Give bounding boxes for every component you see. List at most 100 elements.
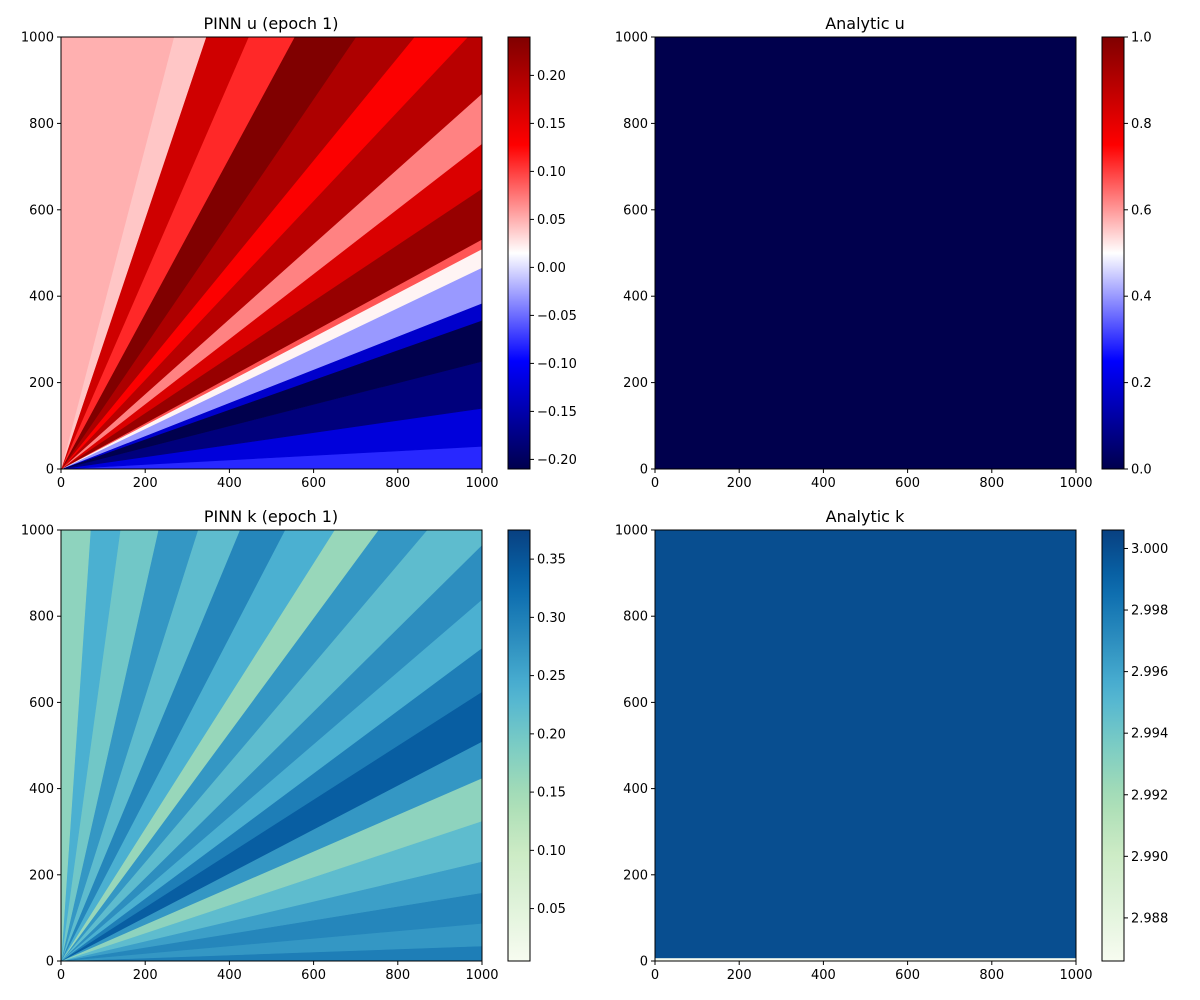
axes-frame: [60, 529, 483, 962]
colorbar-tick-label: 2.994: [1131, 727, 1168, 742]
x-tick-label: 600: [301, 968, 326, 983]
x-tick-label: 200: [727, 968, 752, 983]
colorbar-tick-label: −0.10: [537, 357, 577, 372]
colorbar-tick-label: 0.20: [537, 69, 566, 84]
colorbar-gradient: [1101, 529, 1125, 962]
colorbar-tick-label: 2.998: [1131, 604, 1168, 619]
colorbar-tick-label: 0.05: [537, 213, 566, 228]
x-tick-label: 0: [651, 968, 659, 983]
heatmap-area: 0 200 400 600 800 1000 0 200 400 600 800 1000: [615, 524, 1093, 984]
colorbar-tick-label: 0.2: [1131, 376, 1152, 391]
heatmap-band: [61, 37, 207, 469]
colorbar: 2.988 2.990 2.992 2.994 2.996 2.998 3.000: [1101, 529, 1168, 962]
y-tick-label: 0: [640, 463, 648, 478]
y-tick-label: 800: [29, 117, 54, 132]
colorbar: 0.05 0.10 0.15 0.20 0.25 0.30 0.35: [507, 529, 566, 962]
x-tick-label: 200: [133, 968, 158, 983]
colorbar-tick-label: −0.20: [537, 453, 577, 468]
axes-frame: [654, 36, 1077, 470]
y-tick-label: 600: [29, 696, 54, 711]
colorbar-tick-label: 1.0: [1131, 31, 1152, 46]
x-tick-label: 400: [217, 968, 242, 983]
x-tick-label: 1000: [1059, 968, 1092, 983]
y-tick-label: 200: [623, 868, 648, 883]
colorbar-tick-label: 2.996: [1131, 665, 1168, 680]
axes-frame: [654, 529, 1077, 962]
colorbar-gradient: [1101, 36, 1125, 470]
y-tick-label: 200: [623, 376, 648, 391]
colorbar-tick-label: 2.988: [1131, 911, 1168, 926]
heatmap-band: [61, 530, 428, 961]
heatmap-band: [61, 37, 249, 469]
colorbar-tick-label: 0.15: [537, 117, 566, 132]
y-tick-label: 800: [623, 610, 648, 625]
x-tick-label: 0: [57, 476, 65, 491]
heatmap-band: [61, 530, 91, 961]
heatmap-band: [61, 530, 482, 961]
x-tick-label: 200: [133, 476, 158, 491]
heatmap-band: [61, 530, 286, 961]
x-tick-label: 1000: [465, 968, 498, 983]
colorbar-tick-label: 0.00: [537, 261, 566, 276]
y-tick-label: 0: [46, 463, 54, 478]
panel-pinn-u: PINN u (epoch 1) 0 200 400 600 800 1000 0 200 40…: [21, 14, 577, 491]
x-tick-label: 200: [727, 476, 752, 491]
x-tick-label: 600: [895, 476, 920, 491]
y-tick-label: 200: [29, 868, 54, 883]
heatmap-band: [61, 530, 159, 961]
axes-frame: [60, 36, 483, 470]
y-tick-label: 1000: [615, 31, 648, 46]
colorbar-gradient: [507, 36, 531, 470]
colorbar-tick-label: 0.0: [1131, 463, 1152, 478]
colorbar-tick-label: 0.8: [1131, 117, 1152, 132]
colorbar-tick-label: 0.05: [537, 902, 566, 917]
panel-title: PINN u (epoch 1): [203, 14, 338, 33]
heatmap-band: [61, 37, 175, 469]
y-tick-label: 400: [623, 782, 648, 797]
heatmap-band: [61, 37, 415, 469]
colorbar: −0.20 −0.15 −0.10 −0.05 0.00 0.05 0.10 0.15 0.20: [507, 36, 577, 470]
x-tick-label: 600: [895, 968, 920, 983]
x-tick-label: 600: [301, 476, 326, 491]
y-tick-label: 600: [623, 696, 648, 711]
x-tick-label: 800: [385, 968, 410, 983]
colorbar-tick-label: 0.15: [537, 786, 566, 801]
heatmap-area: 0 200 400 600 800 1000 0 200 400 600 800 1000: [21, 524, 499, 984]
y-tick-label: 1000: [615, 524, 648, 539]
colorbar-tick-label: 0.20: [537, 727, 566, 742]
y-tick-label: 400: [623, 290, 648, 305]
x-tick-label: 400: [811, 968, 836, 983]
panel-analytic-k: Analytic k 0 200 400 600 800 1000 0 200 400 600 80…: [615, 507, 1168, 983]
heatmap-band: [61, 530, 379, 961]
y-tick-label: 400: [29, 782, 54, 797]
heatmap-area: 0 200 400 600 800 1000 0 200 400 600 800 1000: [615, 31, 1093, 492]
x-tick-label: 800: [979, 968, 1004, 983]
x-tick-label: 400: [811, 476, 836, 491]
colorbar-tick-label: 0.35: [537, 553, 566, 568]
heatmap-cell: [655, 530, 1076, 961]
panel-analytic-u: Analytic u 0 200 400 600 800 1000 0 200 400 600 80…: [615, 14, 1152, 491]
x-tick-label: 800: [385, 476, 410, 491]
panel-title: PINN k (epoch 1): [204, 507, 338, 526]
heatmap-band: [61, 530, 199, 961]
heatmap-band: [61, 37, 295, 469]
y-tick-label: 400: [29, 290, 54, 305]
panel-pinn-k: PINN k (epoch 1) 0 200 400 600 800 1000 0 200 40…: [21, 507, 566, 984]
heatmap-band: [61, 37, 482, 469]
heatmap-band: [61, 37, 357, 469]
y-tick-label: 600: [623, 203, 648, 218]
y-tick-label: 0: [46, 955, 54, 970]
colorbar-tick-label: 0.4: [1131, 290, 1152, 305]
heatmap-band: [61, 37, 468, 469]
colorbar-gradient: [507, 529, 531, 962]
colorbar-tick-label: 0.10: [537, 165, 566, 180]
x-tick-label: 800: [979, 476, 1004, 491]
x-tick-label: 1000: [1059, 476, 1092, 491]
colorbar-tick-label: 2.992: [1131, 788, 1168, 803]
y-tick-label: 200: [29, 376, 54, 391]
x-tick-label: 1000: [465, 476, 498, 491]
y-tick-label: 800: [29, 610, 54, 625]
heatmap-band: [61, 530, 241, 961]
colorbar-tick-label: 0.25: [537, 669, 566, 684]
